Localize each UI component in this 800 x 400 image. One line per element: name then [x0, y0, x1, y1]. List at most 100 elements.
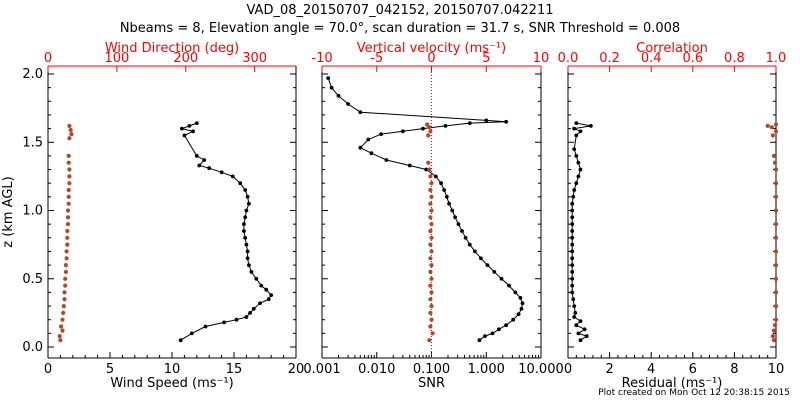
- snr-point: [518, 296, 523, 300]
- correlation-point: [773, 235, 779, 240]
- top-tick-label: 0: [427, 51, 435, 66]
- bottom-tick-label: 2: [605, 362, 613, 377]
- correlation-point: [770, 133, 776, 138]
- wind-speed-point: [259, 283, 264, 288]
- residual-point: [574, 323, 579, 328]
- wind-direction-point: [66, 153, 71, 158]
- residual-point: [570, 222, 575, 227]
- wind-speed-point: [247, 201, 251, 206]
- bottom-axis-title: SNR: [418, 376, 445, 391]
- wind-speed-point: [251, 306, 256, 311]
- figure-title-line2: Nbeams = 8, Elevation angle = 70.0°, sca…: [120, 21, 680, 36]
- wind-speed-point: [178, 338, 183, 343]
- vertical-velocity-point: [428, 201, 433, 206]
- wind-direction-point: [60, 328, 65, 333]
- snr-point: [443, 124, 448, 128]
- wind-speed-point: [244, 208, 249, 213]
- bottom-tick-label: 0: [44, 362, 52, 377]
- top-tick-label: 0.4: [641, 51, 662, 66]
- wind-speed-point: [245, 256, 250, 261]
- wind-speed-point: [249, 270, 254, 274]
- snr-point: [492, 270, 497, 274]
- residual-point: [576, 160, 581, 165]
- vertical-velocity-point: [428, 310, 433, 315]
- y-tick-label: 2.0: [22, 67, 43, 82]
- residual-point: [572, 126, 577, 131]
- vertical-velocity-point: [428, 256, 433, 261]
- wind-direction-point: [67, 123, 72, 128]
- wind-direction-point: [65, 228, 70, 234]
- y-tick-label: 1.0: [22, 204, 43, 219]
- wind-speed-point: [182, 133, 187, 138]
- top-tick-label: 1.0: [766, 51, 787, 66]
- top-tick-label: 100: [104, 51, 129, 66]
- correlation-point: [773, 304, 779, 309]
- correlation-point: [771, 328, 777, 333]
- residual-point: [584, 334, 589, 338]
- wind-speed-point: [202, 158, 207, 162]
- residual-point: [576, 331, 581, 336]
- wind-speed-point: [222, 320, 227, 325]
- residual-point: [574, 154, 579, 158]
- snr-point: [513, 290, 518, 295]
- vertical-velocity-point: [429, 208, 434, 213]
- wind-direction-point: [66, 187, 71, 193]
- snr-point: [433, 174, 438, 179]
- snr-point: [447, 201, 451, 206]
- wind-speed-point: [248, 311, 253, 315]
- wind-speed-point: [230, 174, 235, 179]
- residual-point: [570, 242, 575, 247]
- wind-speed-point: [266, 297, 271, 302]
- top-tick-label: 0.6: [682, 51, 703, 66]
- snr-line: [327, 77, 524, 341]
- snr-point: [483, 334, 487, 338]
- wind-direction-point: [63, 269, 68, 274]
- wind-direction-point: [59, 324, 64, 329]
- correlation-point: [771, 338, 777, 343]
- top-axis-title: Correlation: [636, 41, 708, 56]
- residual-point: [574, 121, 579, 125]
- bottom-axis-title: Wind Speed (ms⁻¹): [110, 376, 233, 391]
- snr-point: [358, 110, 363, 115]
- residual-point: [578, 129, 583, 134]
- wind-speed-point: [207, 166, 212, 171]
- residual-point: [574, 133, 579, 138]
- y-tick-label: 0.5: [22, 272, 43, 287]
- residual-point: [572, 315, 577, 319]
- wind-speed-point: [247, 263, 251, 267]
- snr-point: [511, 317, 516, 322]
- residual-point: [578, 319, 583, 323]
- vertical-velocity-point: [429, 249, 434, 254]
- correlation-point: [773, 181, 779, 186]
- wind-speed-point: [244, 242, 249, 247]
- snr-point: [424, 167, 429, 172]
- vertical-velocity-point: [426, 160, 431, 165]
- wind-direction-point: [63, 283, 68, 288]
- bottom-tick-label: 0: [564, 362, 572, 377]
- wind-speed-point: [191, 129, 196, 134]
- vertical-velocity-point: [427, 167, 432, 172]
- residual-point: [589, 124, 593, 128]
- snr-point: [520, 301, 525, 306]
- wind-direction-point: [57, 334, 62, 339]
- residual-point: [570, 270, 575, 274]
- vertical-velocity-point: [428, 228, 433, 234]
- wind-direction-point: [65, 222, 71, 227]
- wind-speed-point: [197, 163, 202, 168]
- snr-point: [439, 181, 443, 186]
- residual-point: [570, 290, 575, 295]
- wind-speed-point: [264, 287, 269, 292]
- residual-point: [572, 304, 577, 308]
- wind-speed-point: [245, 249, 250, 254]
- vertical-velocity-point: [429, 263, 434, 268]
- wind-speed-point: [269, 293, 274, 297]
- correlation-point: [773, 290, 779, 295]
- residual-point: [576, 174, 581, 179]
- residual-point: [570, 276, 575, 281]
- snr-point: [467, 121, 472, 125]
- snr-point: [326, 76, 331, 80]
- wind-speed-point: [243, 188, 248, 192]
- residual-point: [573, 311, 578, 315]
- snr-point: [358, 145, 363, 150]
